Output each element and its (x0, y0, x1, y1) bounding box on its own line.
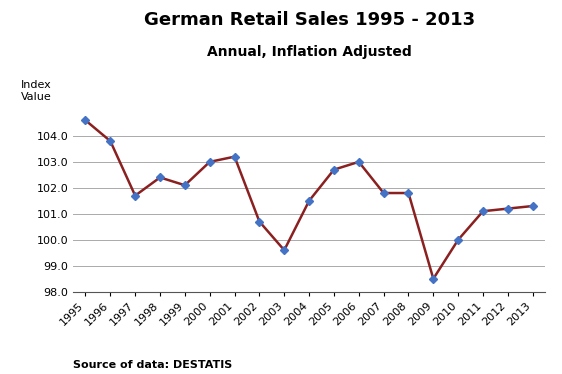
Text: Index
Value: Index Value (21, 80, 52, 102)
Text: Source of data: DESTATIS: Source of data: DESTATIS (73, 360, 232, 370)
Text: Annual, Inflation Adjusted: Annual, Inflation Adjusted (207, 45, 411, 59)
Text: German Retail Sales 1995 - 2013: German Retail Sales 1995 - 2013 (143, 11, 475, 29)
